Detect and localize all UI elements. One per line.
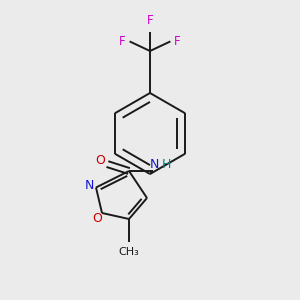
Text: N: N bbox=[85, 179, 94, 192]
Text: N: N bbox=[150, 158, 160, 172]
Text: H: H bbox=[162, 158, 171, 172]
Text: CH₃: CH₃ bbox=[118, 247, 140, 256]
Text: F: F bbox=[147, 14, 153, 27]
Text: O: O bbox=[95, 154, 105, 167]
Text: O: O bbox=[92, 212, 102, 225]
Text: F: F bbox=[119, 35, 126, 48]
Text: F: F bbox=[174, 35, 181, 48]
